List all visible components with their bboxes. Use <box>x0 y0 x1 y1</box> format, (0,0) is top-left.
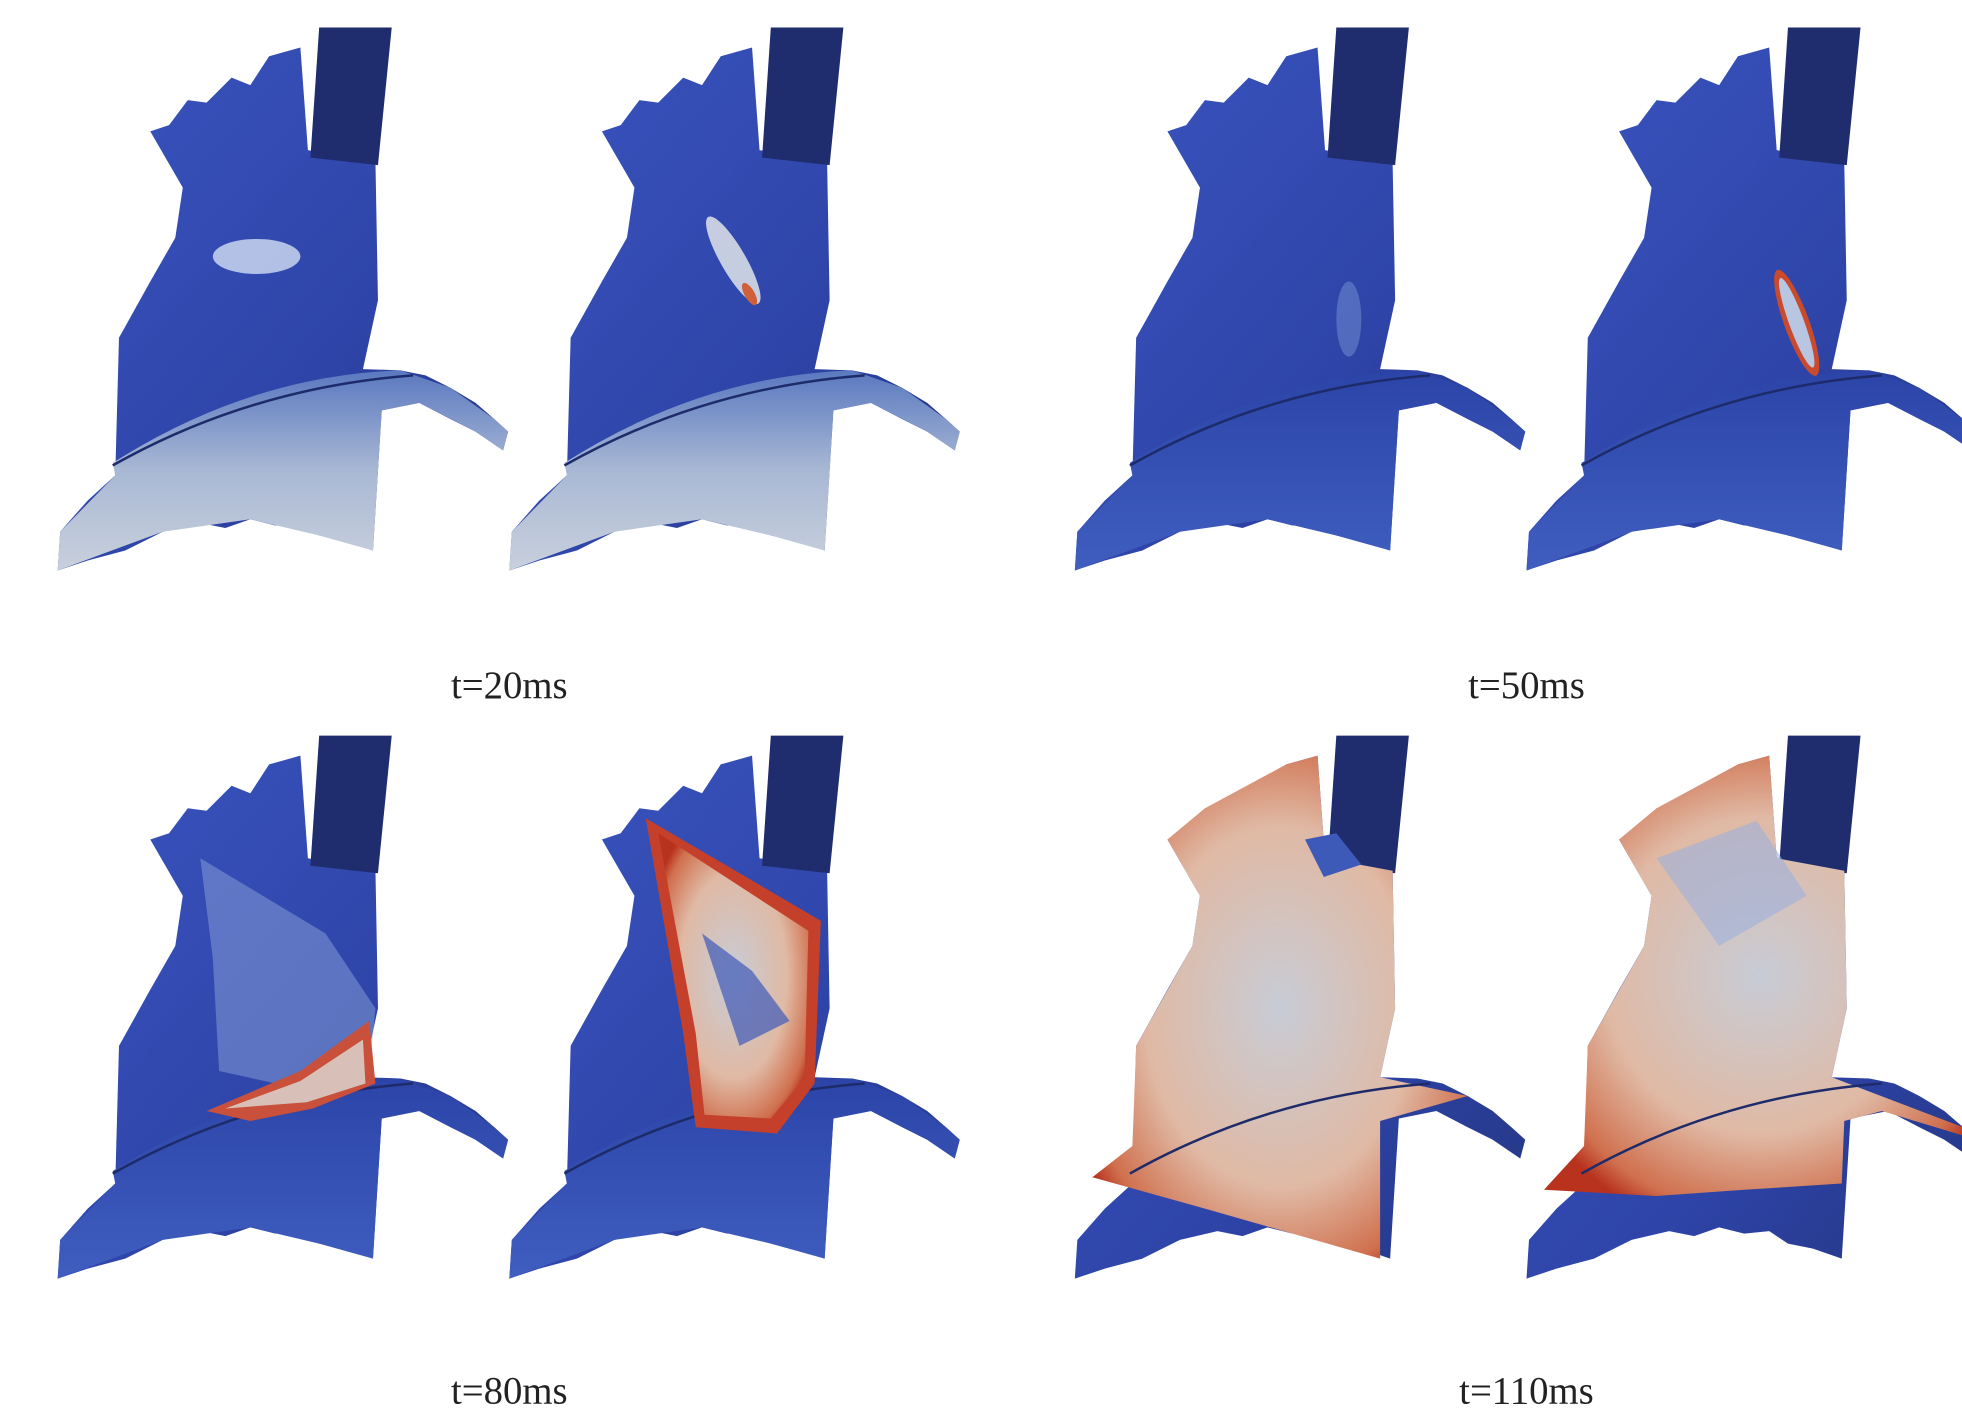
atrium-view <box>1526 735 1962 1279</box>
panel-label: t=80ms <box>451 1370 568 1410</box>
atrium-view <box>1074 735 1526 1279</box>
panel-label: t=20ms <box>451 664 568 707</box>
panel-label: t=110ms <box>1459 1370 1594 1410</box>
atrium-view <box>1074 27 1526 571</box>
atrium-view <box>57 27 509 571</box>
atrium-view <box>1526 27 1962 571</box>
panel-label: t=50ms <box>1468 664 1585 707</box>
atrium-view <box>509 27 960 571</box>
atrium-view <box>509 735 960 1279</box>
atrium-view <box>57 735 509 1279</box>
